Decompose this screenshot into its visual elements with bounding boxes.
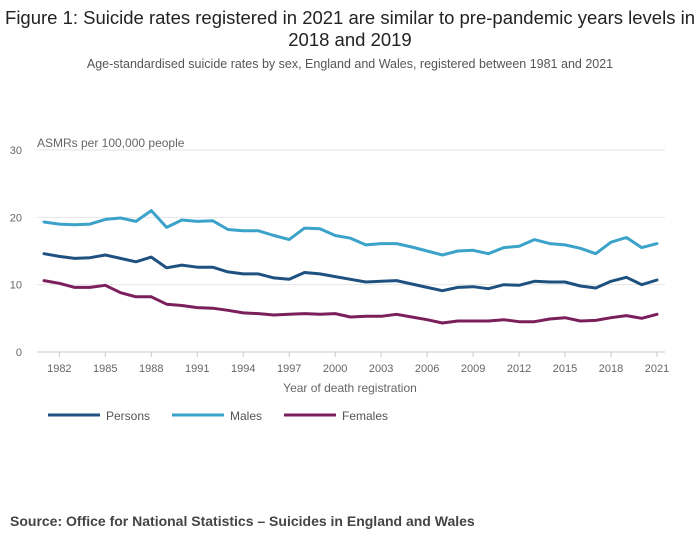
x-tick-label: 1988 [139, 363, 163, 375]
legend-label: Males [230, 409, 262, 423]
y-tick-label: 10 [10, 280, 22, 292]
chart-subtitle: Age-standardised suicide rates by sex, E… [86, 57, 614, 71]
legend: Persons Males Females [48, 409, 388, 423]
x-axis-title: Year of death registration [283, 381, 417, 395]
gridlines [37, 149, 665, 353]
y-axis: 0 10 20 30 [10, 145, 22, 359]
x-tick-label: 2021 [645, 363, 669, 375]
y-tick-label: 0 [16, 347, 22, 359]
series-line-males [42, 209, 659, 257]
series-line-females [42, 279, 659, 325]
x-tick-label: 1994 [231, 363, 255, 375]
x-tick-label: 2009 [461, 363, 485, 375]
x-axis: 1982 1985 1988 1991 1994 1997 2000 2003 2006 2009… [47, 352, 669, 375]
y-tick-label: 20 [10, 212, 22, 224]
series-lines [42, 209, 659, 325]
x-tick-label: 1991 [185, 363, 209, 375]
x-tick-label: 2003 [369, 363, 393, 375]
legend-item-females: Females [284, 409, 388, 423]
x-tick-label: 2006 [415, 363, 439, 375]
x-tick-label: 2000 [323, 363, 347, 375]
x-tick-label: 2012 [507, 363, 531, 375]
y-axis-title: ASMRs per 100,000 people [37, 136, 185, 150]
x-tick-label: 2015 [553, 363, 577, 375]
x-tick-label: 1985 [93, 363, 117, 375]
series-line-persons [42, 252, 659, 293]
legend-label: Females [342, 409, 388, 423]
x-tick-label: 2018 [599, 363, 623, 375]
legend-label: Persons [106, 409, 150, 423]
x-tick-label: 1982 [47, 363, 71, 375]
legend-item-males: Males [172, 409, 262, 423]
y-tick-label: 30 [10, 145, 22, 157]
chart-title: Figure 1: Suicide rates registered in 20… [5, 7, 695, 50]
legend-item-persons: Persons [48, 409, 150, 423]
x-tick-label: 1997 [277, 363, 301, 375]
source-note: Source: Office for National Statistics –… [10, 513, 475, 529]
